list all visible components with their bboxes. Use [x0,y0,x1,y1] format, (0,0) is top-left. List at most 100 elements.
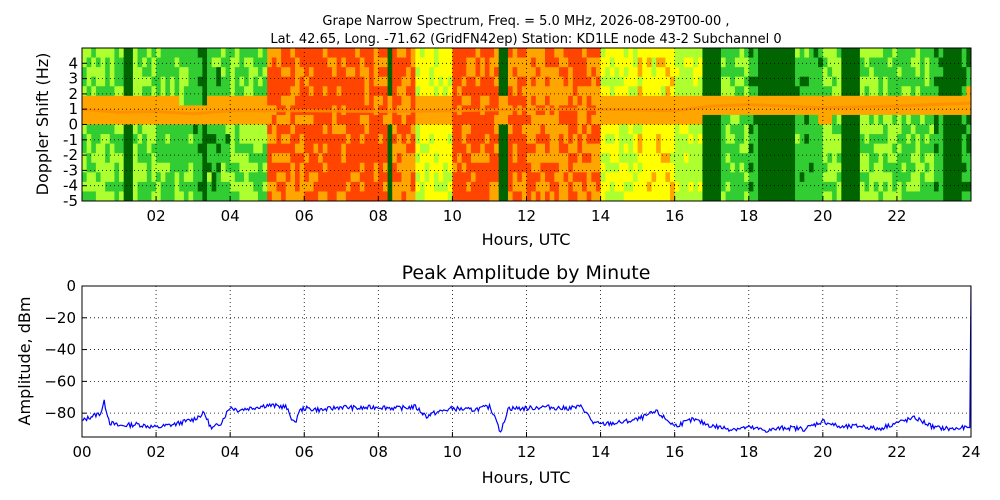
heatmap-cell [369,114,375,126]
heatmap-cell [545,143,551,154]
heatmap-cell [947,162,954,173]
heatmap-cell [670,162,676,173]
spectrum-title-line2: Lat. 42.65, Long. -71.62 (GridFN42ep) St… [270,32,781,47]
heatmap-cell [239,153,245,164]
heatmap-cell [512,95,518,106]
heatmap-cell [350,57,356,68]
heatmap-cell [943,191,949,201]
y-tick-label: 4 [68,54,78,72]
heatmap-cell [665,134,671,145]
heatmap-cell [776,162,782,173]
heatmap-cell [549,48,555,59]
heatmap-cell [146,48,153,59]
heatmap-cell [322,191,328,201]
heatmap-cell [906,86,912,97]
heatmap-cell [836,95,842,106]
heatmap-cell [234,76,241,87]
heatmap-cell [470,134,477,145]
heatmap-cell [327,86,333,97]
heatmap-cell [211,181,217,193]
heatmap-cell [114,105,120,116]
heatmap-cell [257,134,264,145]
heatmap-cell [595,86,602,97]
heatmap-cell [369,48,375,59]
heatmap-cell [396,191,403,201]
heatmap-cell [892,86,898,97]
heatmap-cell [396,114,403,126]
heatmap-cell [480,181,486,193]
heatmap-cell [355,86,361,97]
heatmap-cell [193,143,199,154]
heatmap-cell [910,67,917,78]
heatmap-cell [174,114,180,126]
heatmap-cell [156,67,162,78]
heatmap-cell [572,57,579,68]
heatmap-cell [781,191,787,201]
heatmap-cell [938,134,944,145]
heatmap-cell [933,134,940,145]
heatmap-cell [586,191,592,201]
heatmap-cell [665,162,671,173]
heatmap-cell [535,67,541,78]
heatmap-cell [165,105,171,116]
heatmap-cell [526,86,532,97]
heatmap-cell [137,162,143,173]
heatmap-cell [716,57,722,68]
heatmap-cell [382,181,389,193]
heatmap-cell [670,124,676,135]
heatmap-cell [896,181,903,193]
heatmap-cell [869,57,875,68]
heatmap-cell [466,124,472,135]
heatmap-cell [179,191,185,201]
heatmap-cell [892,162,898,173]
heatmap-cell [188,162,194,173]
heatmap-cell [554,114,560,126]
heatmap-cell [461,162,467,173]
heatmap-cell [355,95,361,106]
y-tick-label: -2 [63,146,78,164]
heatmap-cell [568,143,574,154]
heatmap-cell [359,162,366,173]
heatmap-cell [216,134,222,145]
heatmap-cell [507,48,514,59]
heatmap-cell [498,134,504,145]
heatmap-cell [457,162,463,173]
heatmap-cell [174,67,180,78]
heatmap-cell [966,134,971,145]
heatmap-cell [86,48,92,59]
heatmap-cell [753,114,759,126]
heatmap-cell [929,67,935,78]
heatmap-cell [211,95,217,106]
heatmap-cell [230,143,236,154]
heatmap-cell [392,181,398,193]
heatmap-cell [276,134,282,145]
heatmap-cell [174,124,180,135]
heatmap-cell [535,162,541,173]
heatmap-cell [670,76,676,87]
heatmap-cell [119,124,125,135]
heatmap-cell [119,57,125,68]
heatmap-cell [929,153,935,164]
heatmap-cell [132,124,139,135]
heatmap-cell [716,124,722,135]
heatmap-cell [304,114,310,126]
heatmap-cell [433,143,440,154]
heatmap-cell [415,124,421,135]
heatmap-cell [859,105,866,116]
heatmap-cell [262,153,268,164]
heatmap-cell [132,143,139,154]
heatmap-cell [211,57,217,68]
heatmap-cell [920,162,926,173]
heatmap-cell [734,124,741,135]
heatmap-cell [517,67,523,78]
heatmap-cell [114,86,120,97]
heatmap-cell [475,134,481,145]
heatmap-cell [827,57,833,68]
heatmap-cell [781,134,787,145]
heatmap-cell [271,95,278,106]
heatmap-cell [461,57,467,68]
heatmap-cell [600,172,606,183]
heatmap-cell [350,86,356,97]
heatmap-cell [679,181,685,193]
heatmap-cell [660,181,667,193]
